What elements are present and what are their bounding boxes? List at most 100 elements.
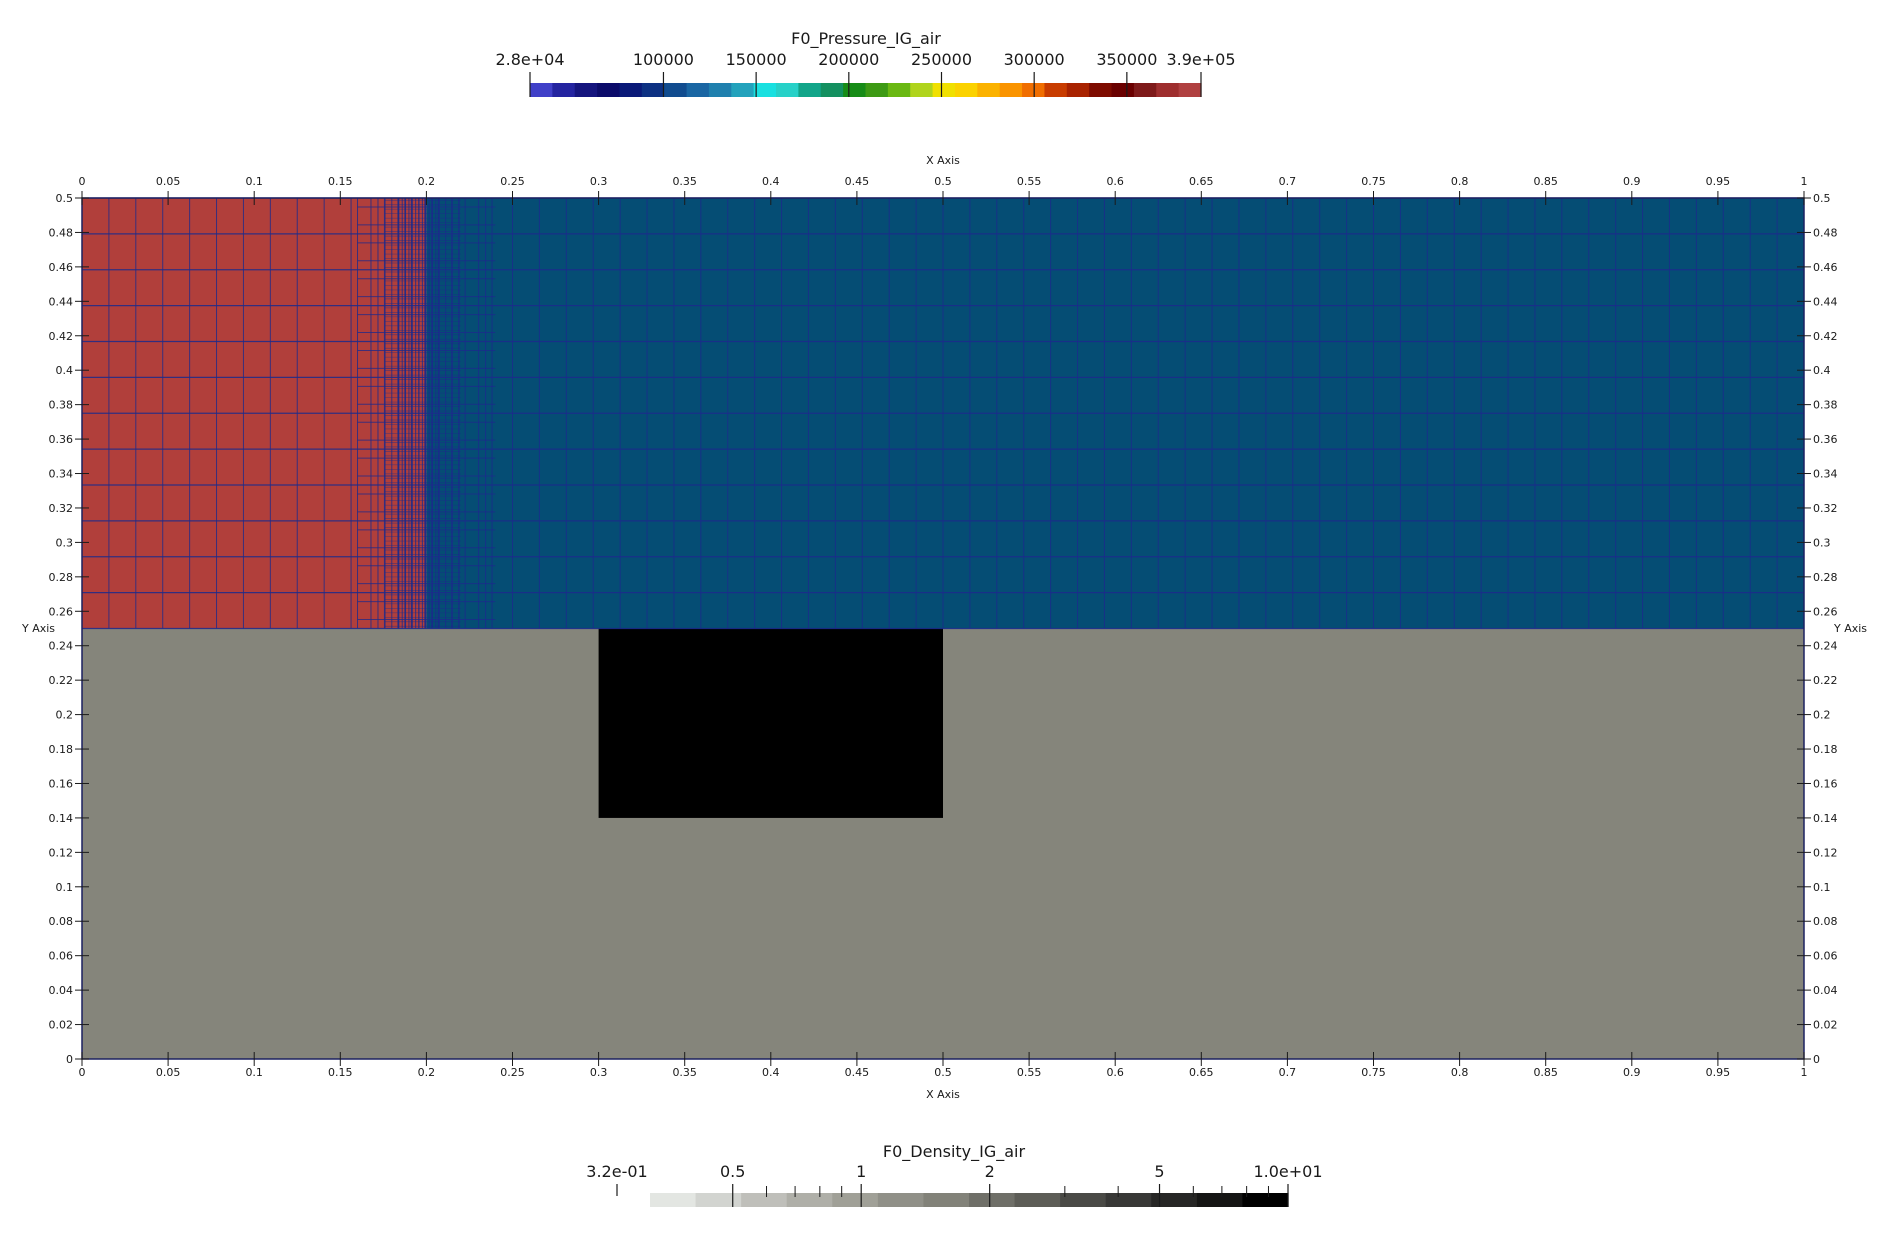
x-tick-label-top: 0.9 <box>1623 175 1641 188</box>
y-tick-label-left: 0.42 <box>49 330 74 343</box>
density-range-min-label: 3.2e-01 <box>586 1162 647 1181</box>
pressure-color-swatch <box>798 83 822 97</box>
x-tick-label-bottom: 0.6 <box>1106 1066 1124 1079</box>
pressure-color-swatch <box>999 83 1023 97</box>
y-tick-label-right: 0.42 <box>1813 330 1838 343</box>
pressure-color-swatch <box>1066 83 1090 97</box>
x-tick-label-top: 0.65 <box>1189 175 1214 188</box>
pressure-color-swatch <box>1022 83 1046 97</box>
pressure-color-swatch <box>664 83 688 97</box>
y-tick-label-right: 0.06 <box>1813 950 1838 963</box>
x-tick-label-top: 0.35 <box>672 175 697 188</box>
x-tick-label-top: 0.2 <box>418 175 436 188</box>
y-tick-label-right: 0.14 <box>1813 812 1838 825</box>
density-legend-title: F0_Density_IG_air <box>883 1142 1026 1162</box>
x-tick-label-top: 0.45 <box>845 175 870 188</box>
x-tick-label-bottom: 0.45 <box>845 1066 870 1079</box>
y-tick-label-right: 0.22 <box>1813 674 1838 687</box>
x-tick-label-top: 1 <box>1801 175 1808 188</box>
x-tick-label-bottom: 0.8 <box>1451 1066 1469 1079</box>
y-tick-label-right: 0.08 <box>1813 915 1838 928</box>
pressure-legend-title: F0_Pressure_IG_air <box>791 29 941 49</box>
x-tick-label-bottom: 0.9 <box>1623 1066 1641 1079</box>
y-tick-label-left: 0.2 <box>56 709 74 722</box>
pressure-color-swatch <box>731 83 755 97</box>
x-tick-label-top: 0.4 <box>762 175 780 188</box>
y-tick-label-left: 0.36 <box>49 433 74 446</box>
y-tick-label-left: 0.24 <box>49 640 74 653</box>
y-tick-label-right: 0.44 <box>1813 295 1838 308</box>
x-tick-label-top: 0.15 <box>328 175 353 188</box>
pressure-color-swatch <box>641 83 665 97</box>
density-color-swatch <box>832 1193 879 1207</box>
block-region <box>598 628 943 818</box>
y-tick-label-right: 0.32 <box>1813 502 1838 515</box>
density-color-bar <box>650 1193 1289 1207</box>
y-tick-label-right: 0.26 <box>1813 605 1838 618</box>
x-tick-label-top: 0.1 <box>245 175 263 188</box>
y-tick-label-left: 0.26 <box>49 605 74 618</box>
y-tick-label-left: 0.22 <box>49 674 74 687</box>
y-tick-label-left: 0.4 <box>56 364 74 377</box>
density-color-swatch <box>741 1193 788 1207</box>
y-tick-label-right: 0.18 <box>1813 743 1838 756</box>
y-tick-label-left: 0.04 <box>49 984 74 997</box>
y-tick-label-left: 0.3 <box>56 536 74 549</box>
y-tick-label-right: 0.3 <box>1813 536 1831 549</box>
x-tick-label-bottom: 0.4 <box>762 1066 780 1079</box>
pressure-color-swatch <box>753 83 777 97</box>
x-tick-label-top: 0.85 <box>1533 175 1558 188</box>
y-tick-label-right: 0.02 <box>1813 1019 1838 1032</box>
y-tick-label-right: 0.46 <box>1813 261 1838 274</box>
density-color-swatch <box>969 1193 1016 1207</box>
pressure-tick-label: 250000 <box>911 50 972 69</box>
y-tick-label-left: 0.34 <box>49 468 74 481</box>
x-tick-label-top: 0.95 <box>1706 175 1731 188</box>
x-tick-label-bottom: 0.3 <box>590 1066 608 1079</box>
pressure-tick-label: 200000 <box>818 50 879 69</box>
x-tick-label-bottom: 0.55 <box>1017 1066 1042 1079</box>
y-tick-label-right: 0.12 <box>1813 846 1838 859</box>
x-tick-label-bottom: 0 <box>79 1066 86 1079</box>
y-tick-label-right: 0.34 <box>1813 468 1838 481</box>
x-tick-label-top: 0.25 <box>500 175 525 188</box>
x-tick-label-bottom: 0.1 <box>245 1066 263 1079</box>
pressure-color-swatch <box>887 83 911 97</box>
y-tick-label-left: 0.16 <box>49 777 74 790</box>
x-tick-label-top: 0.8 <box>1451 175 1469 188</box>
density-color-swatch <box>1014 1193 1061 1207</box>
x-tick-label-bottom: 0.25 <box>500 1066 525 1079</box>
pressure-tick-label: 300000 <box>1004 50 1065 69</box>
pressure-tick-label: 150000 <box>726 50 787 69</box>
x-tick-label-top: 0.05 <box>156 175 181 188</box>
x-tick-label-bottom: 0.7 <box>1279 1066 1297 1079</box>
pressure-range-min-label: 2.8e+04 <box>495 50 564 69</box>
y-tick-label-left: 0.08 <box>49 915 74 928</box>
x-tick-label-bottom: 0.15 <box>328 1066 353 1079</box>
y-tick-label-left: 0.44 <box>49 295 74 308</box>
y-tick-label-right: 0.16 <box>1813 777 1838 790</box>
density-color-swatch <box>1242 1193 1289 1207</box>
y-tick-label-right: 0.28 <box>1813 571 1838 584</box>
y-tick-label-right: 0.5 <box>1813 192 1831 205</box>
pressure-color-swatch <box>776 83 799 97</box>
y-tick-label-left: 0.14 <box>49 812 74 825</box>
x-tick-label-bottom: 0.05 <box>156 1066 181 1079</box>
x-tick-label-top: 0.3 <box>590 175 608 188</box>
x-tick-label-bottom: 0.85 <box>1533 1066 1558 1079</box>
y-tick-label-right: 0.4 <box>1813 364 1831 377</box>
density-range-max-label: 1.0e+01 <box>1253 1162 1322 1181</box>
pressure-color-swatch <box>1044 83 1068 97</box>
pressure-color-swatch <box>708 83 732 97</box>
density-tick-label: 2 <box>985 1162 995 1181</box>
pressure-color-swatch <box>1111 83 1135 97</box>
y-tick-label-left: 0.48 <box>49 226 74 239</box>
density-color-swatch <box>650 1193 697 1207</box>
x-axis-title-top: X Axis <box>926 154 960 167</box>
pressure-color-bar <box>530 83 1202 97</box>
y-tick-label-right: 0.48 <box>1813 226 1838 239</box>
density-color-swatch <box>786 1193 833 1207</box>
pressure-tick-label: 100000 <box>633 50 694 69</box>
pressure-color-swatch <box>865 83 889 97</box>
pressure-color-swatch <box>954 83 978 97</box>
